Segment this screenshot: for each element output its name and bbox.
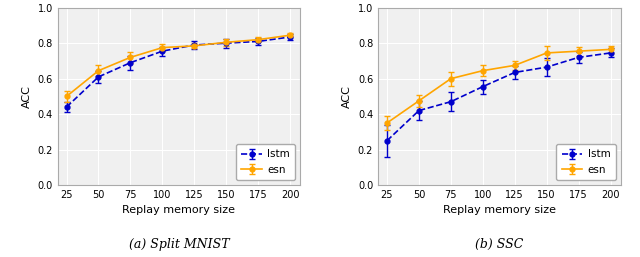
X-axis label: Replay memory size: Replay memory size [443,205,556,215]
Y-axis label: ACC: ACC [342,85,352,108]
Legend: lstm, esn: lstm, esn [556,144,616,180]
X-axis label: Replay memory size: Replay memory size [122,205,236,215]
Text: (b) SSC: (b) SSC [476,238,524,251]
Text: (a) Split MNIST: (a) Split MNIST [129,238,229,251]
Y-axis label: ACC: ACC [22,85,32,108]
Legend: lstm, esn: lstm, esn [236,144,295,180]
